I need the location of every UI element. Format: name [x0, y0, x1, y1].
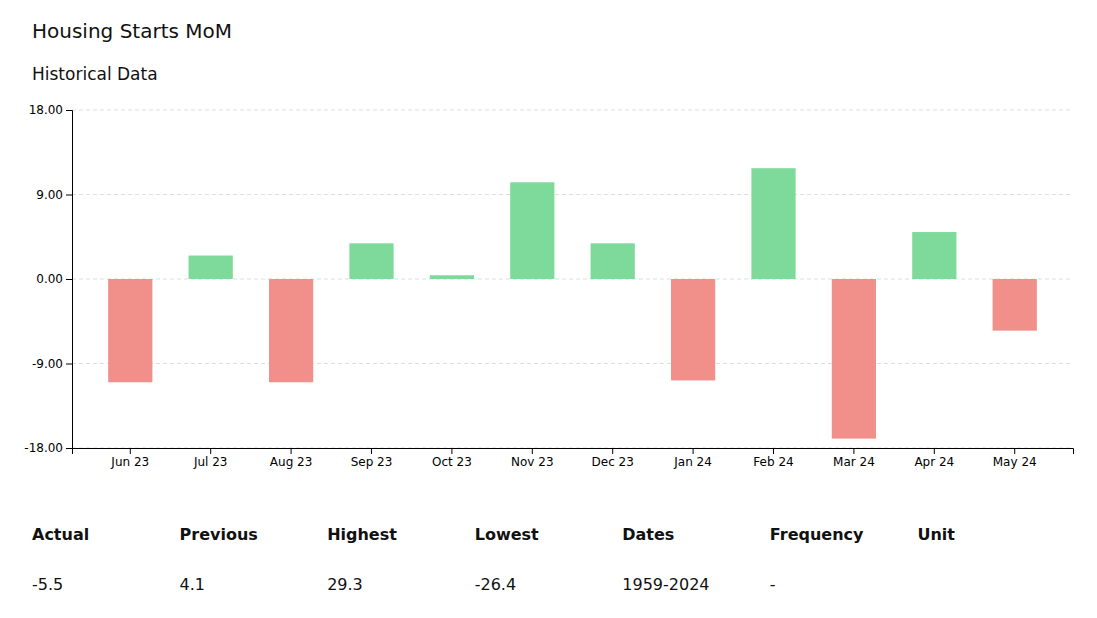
x-tick-mark — [210, 448, 211, 454]
stat-value: - — [770, 575, 776, 594]
y-axis-line — [66, 111, 73, 449]
x-tick: Jan 24 — [673, 448, 712, 469]
x-tick: Jun 23 — [110, 448, 149, 469]
x-tick-label: Nov 23 — [511, 455, 554, 469]
x-tick-label: May 24 — [993, 455, 1037, 469]
stat-value: -5.5 — [32, 575, 63, 594]
x-axis: Jun 23 Jul 23 Aug 23 Sep 23 Oct 23 Nov 23 Dec … — [73, 448, 1074, 469]
x-tick-mark — [853, 448, 854, 454]
bar — [108, 279, 152, 382]
stat-label: Highest — [327, 525, 397, 544]
x-tick: Jul 23 — [193, 448, 228, 469]
x-tick-mark — [1014, 448, 1015, 454]
y-tick-mark — [66, 279, 72, 280]
x-tick-mark — [451, 448, 452, 454]
grid-line — [72, 110, 1073, 111]
y-tick: 9.00 — [36, 188, 72, 202]
y-tick-mark — [66, 195, 72, 196]
stat-label: Actual — [32, 525, 89, 544]
y-tick-mark — [66, 364, 72, 365]
plot: -18.00 -9.00 0.00 9.00 18.00 Jun 23 Jul 23 Aug … — [24, 103, 1073, 468]
x-tick: Oct 23 — [432, 448, 472, 469]
x-tick-label: Jul 23 — [193, 455, 228, 469]
bar — [751, 168, 795, 279]
bar — [912, 232, 956, 279]
stat-label: Unit — [917, 525, 955, 544]
x-tick-label: Apr 24 — [914, 455, 954, 469]
stat-value: 4.1 — [180, 575, 205, 594]
x-tick-label: Jun 23 — [110, 455, 149, 469]
bar — [832, 279, 876, 439]
stat-value: -26.4 — [475, 575, 516, 594]
bar — [189, 256, 233, 279]
y-tick: 0.00 — [36, 272, 72, 286]
x-tick-mark — [371, 448, 372, 454]
x-tick-label: Jan 24 — [673, 455, 712, 469]
grid-line — [72, 194, 1073, 195]
x-tick: Nov 23 — [511, 448, 554, 469]
x-tick-label: Mar 24 — [833, 455, 875, 469]
x-tick-label: Sep 23 — [351, 455, 393, 469]
title: Housing Starts MoM — [32, 19, 232, 43]
stat-label: Previous — [180, 525, 258, 544]
y-tick: 18.00 — [29, 103, 72, 117]
y-tick-label: -9.00 — [32, 357, 63, 371]
stat-label: Lowest — [475, 525, 539, 544]
x-tick: May 24 — [993, 448, 1037, 469]
x-tick-label: Dec 23 — [592, 455, 634, 469]
bar — [671, 279, 715, 380]
y-tick-mark — [66, 448, 72, 449]
x-tick-mark — [773, 448, 774, 454]
x-tick-mark — [934, 448, 935, 454]
bar — [591, 243, 635, 279]
bar — [349, 243, 393, 279]
x-tick-mark — [291, 448, 292, 454]
x-tick: Mar 24 — [833, 448, 875, 469]
x-tick-mark — [612, 448, 613, 454]
x-tick-mark — [693, 448, 694, 454]
y-tick-label: -18.00 — [24, 441, 63, 455]
x-tick: Dec 23 — [592, 448, 634, 469]
y-tick-mark — [66, 110, 72, 111]
x-tick: Aug 23 — [270, 448, 313, 469]
x-tick: Sep 23 — [351, 448, 393, 469]
subtitle: Historical Data — [32, 64, 158, 84]
x-axis-line — [73, 449, 1074, 455]
y-tick-label: 0.00 — [36, 272, 63, 286]
bar — [269, 279, 313, 382]
y-tick: -18.00 — [24, 441, 72, 455]
y-axis: -18.00 -9.00 0.00 9.00 18.00 — [24, 103, 72, 455]
x-tick-label: Feb 24 — [753, 455, 793, 469]
y-tick: -9.00 — [32, 357, 72, 371]
stat-label: Dates — [622, 525, 674, 544]
x-tick-label: Aug 23 — [270, 455, 313, 469]
y-tick-label: 9.00 — [36, 188, 63, 202]
stat-value: 1959-2024 — [622, 575, 709, 594]
stat-label: Frequency — [770, 525, 864, 544]
x-tick-label: Oct 23 — [432, 455, 472, 469]
grid-line — [72, 363, 1073, 364]
x-tick: Feb 24 — [753, 448, 793, 469]
x-tick-mark — [130, 448, 131, 454]
bars — [108, 168, 1037, 438]
chart: Housing Starts MoMHistorical Data-18.00-… — [0, 0, 1097, 618]
x-tick: Apr 24 — [914, 448, 954, 469]
x-tick-mark — [532, 448, 533, 454]
bar — [510, 182, 554, 279]
grid — [72, 110, 1073, 448]
stats: Actual -5.5 Previous 4.1 Highest 29.3 Lowest -2… — [32, 525, 955, 594]
bar — [993, 279, 1037, 331]
y-tick-label: 18.00 — [29, 103, 63, 117]
stat-value: 29.3 — [327, 575, 363, 594]
bar — [430, 275, 474, 279]
